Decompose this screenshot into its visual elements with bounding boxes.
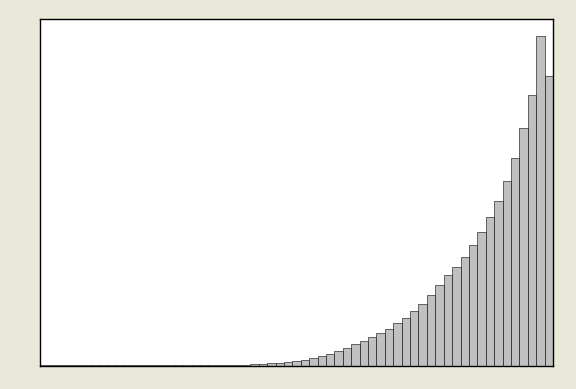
Bar <box>309 358 317 366</box>
Bar <box>544 75 553 366</box>
Bar <box>267 363 276 366</box>
Bar <box>410 311 419 366</box>
Bar <box>343 348 351 366</box>
Bar <box>469 245 478 366</box>
Bar <box>234 365 242 366</box>
Bar <box>435 285 444 366</box>
Bar <box>536 36 544 366</box>
Bar <box>494 201 502 366</box>
Bar <box>461 257 469 366</box>
Bar <box>385 329 393 366</box>
Bar <box>351 344 359 366</box>
Bar <box>317 356 326 366</box>
Bar <box>419 304 427 366</box>
Bar <box>502 181 511 366</box>
Bar <box>486 217 494 366</box>
Bar <box>284 362 293 366</box>
Bar <box>251 364 259 366</box>
Bar <box>368 337 377 366</box>
Bar <box>293 361 301 366</box>
Bar <box>242 364 251 366</box>
Bar <box>225 365 234 366</box>
Bar <box>452 267 461 366</box>
Bar <box>301 360 309 366</box>
Bar <box>393 324 401 366</box>
Bar <box>444 275 452 366</box>
Bar <box>427 295 435 366</box>
Bar <box>401 317 410 366</box>
Bar <box>478 232 486 366</box>
Bar <box>359 341 368 366</box>
Bar <box>276 363 284 366</box>
Bar <box>326 354 335 366</box>
Bar <box>528 95 536 366</box>
Bar <box>520 128 528 366</box>
Bar <box>335 351 343 366</box>
Bar <box>259 364 267 366</box>
Bar <box>511 158 520 366</box>
Bar <box>377 333 385 366</box>
